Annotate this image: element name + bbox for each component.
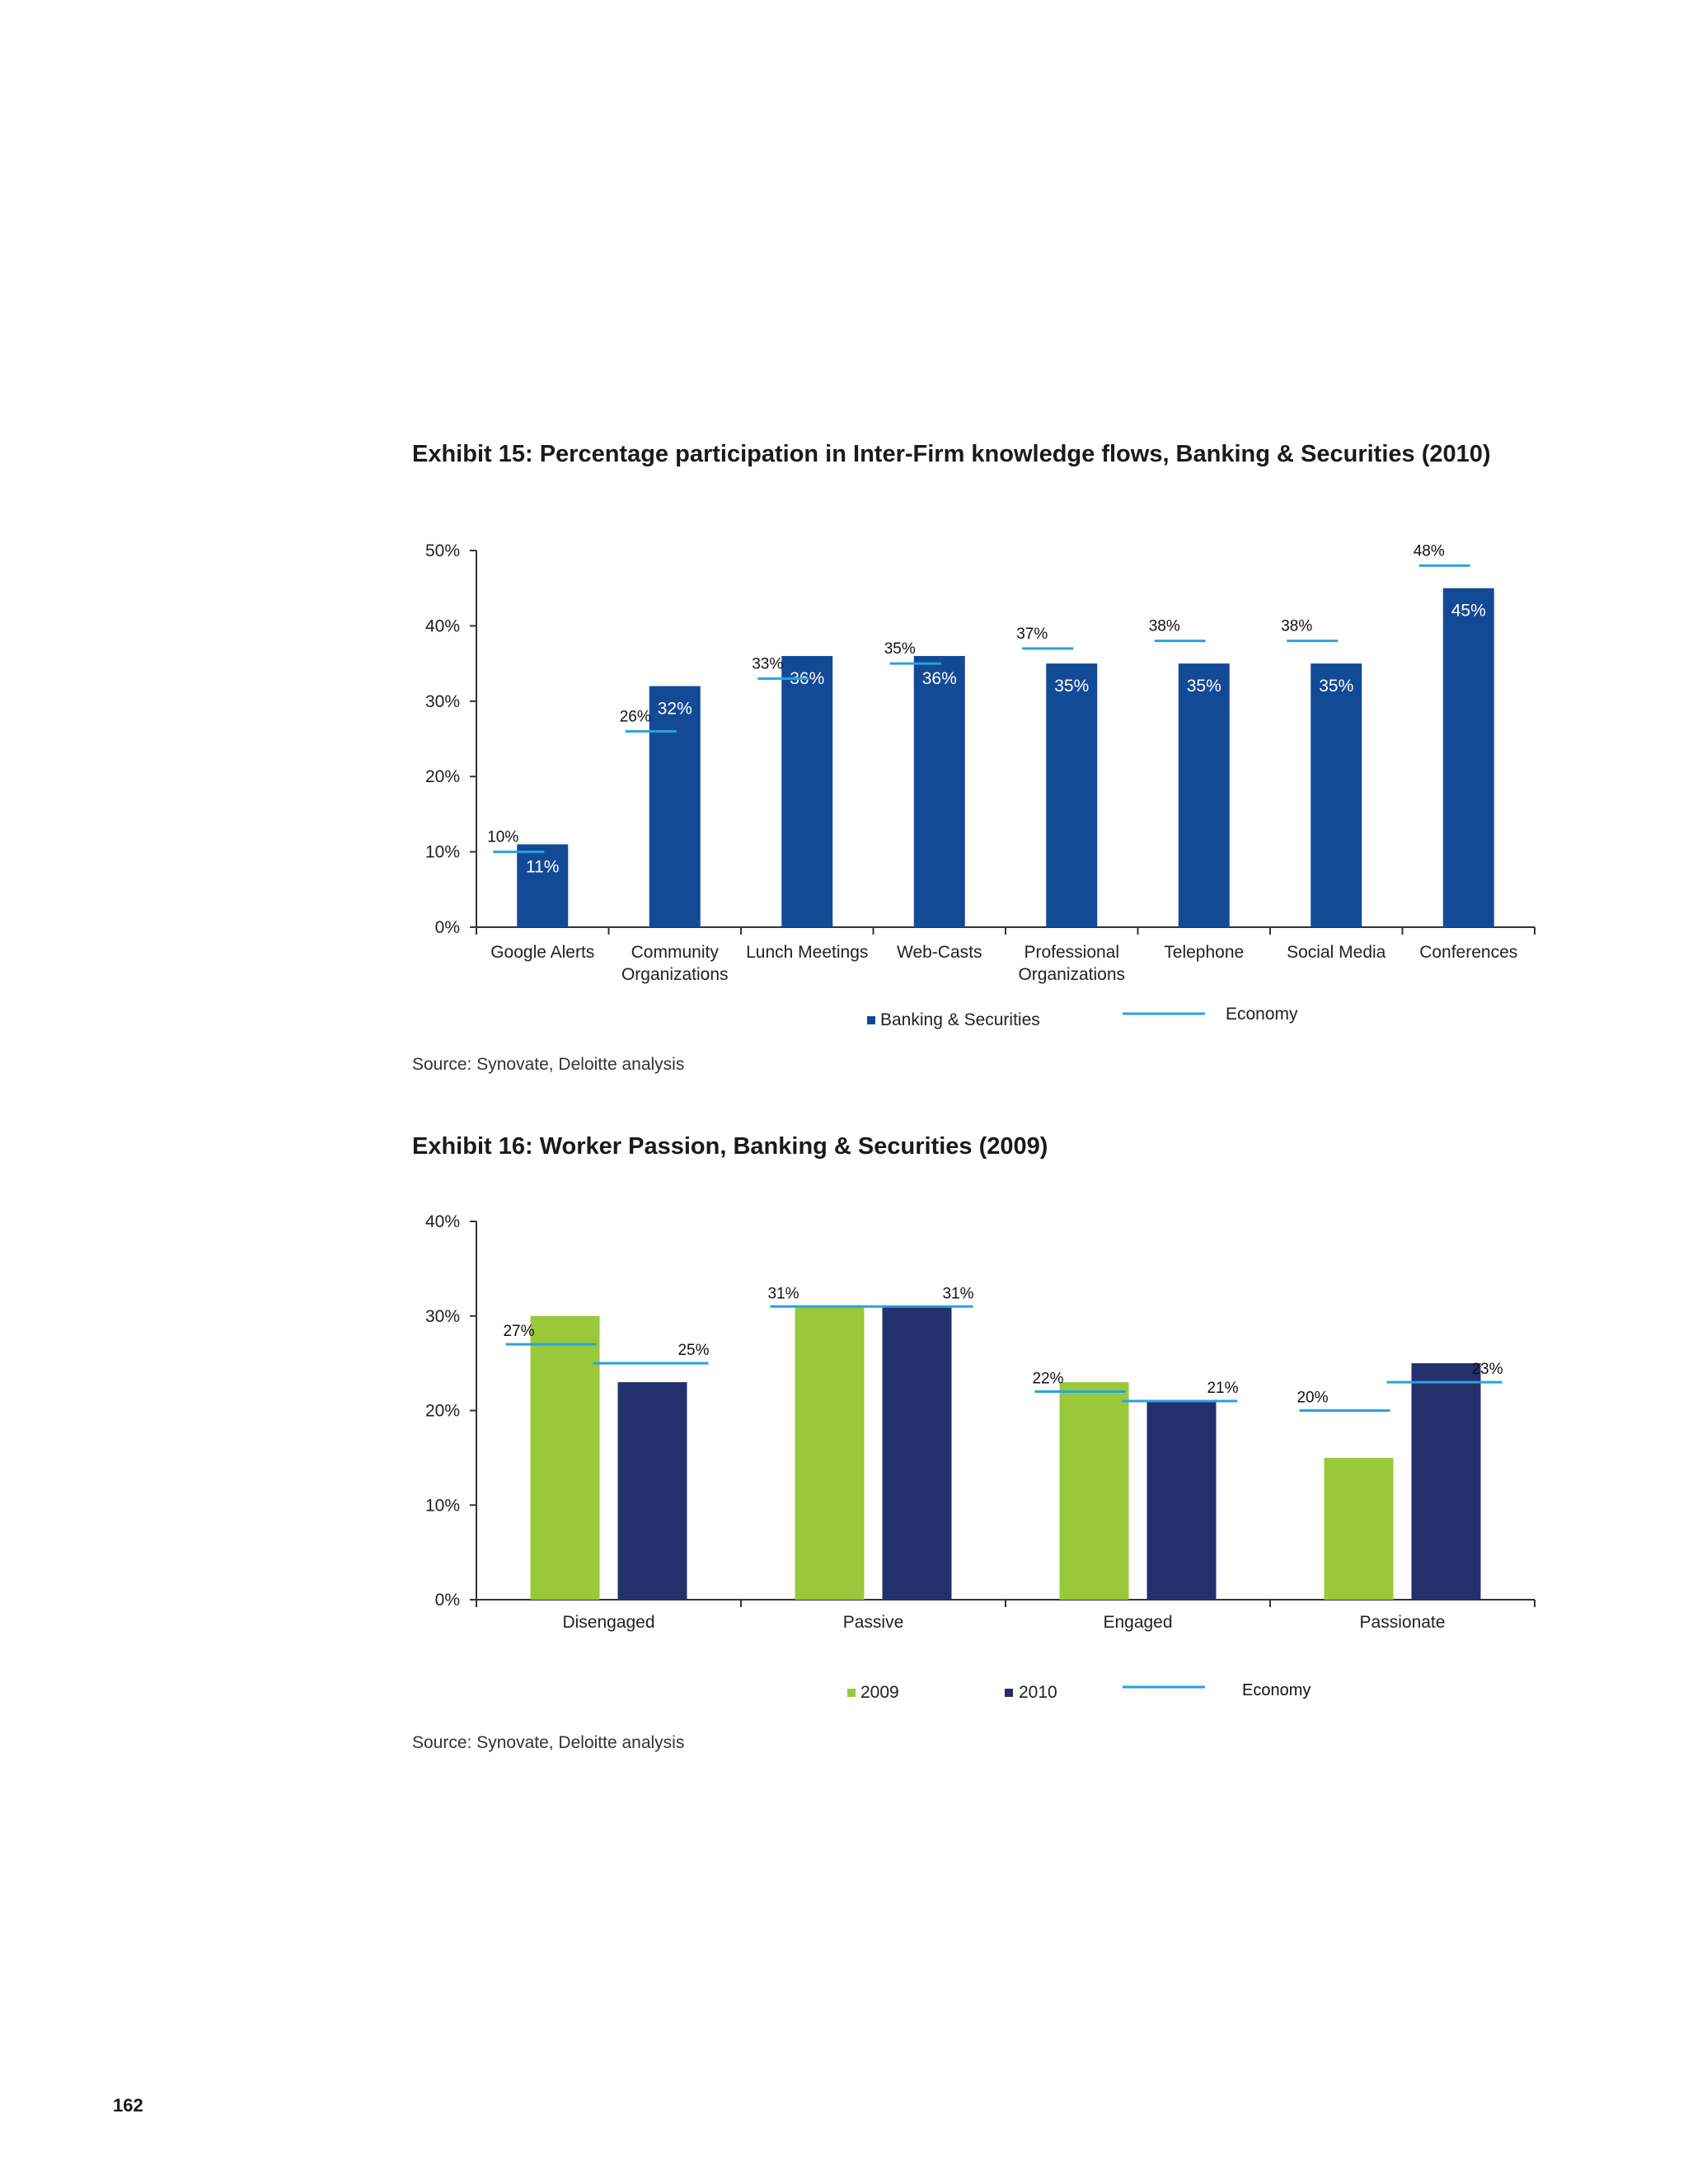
economy-label-2010: 31% [942, 1285, 973, 1302]
economy-label-2009: 20% [1296, 1390, 1328, 1407]
legend-label-economy: Economy [1226, 1005, 1298, 1024]
bar-banking-securities [781, 655, 833, 927]
x-tick-label: Social Media [1287, 943, 1386, 962]
bar-banking-securities [1442, 588, 1494, 927]
x-tick-label: Lunch Meetings [746, 943, 868, 962]
economy-value-label: 10% [487, 829, 518, 846]
legend-label-economy: Economy [1242, 1681, 1311, 1699]
bar-2009 [530, 1315, 600, 1600]
legend-swatch-2010 [1005, 1689, 1013, 1697]
x-tick-label: Professional [1024, 943, 1119, 962]
economy-value-label: 48% [1414, 542, 1445, 560]
legend-label-banking: Banking & Securities [880, 1010, 1040, 1029]
exhibit-15-title: Exhibit 15: Percentage participation in … [412, 441, 1491, 467]
y-tick-label: 20% [425, 767, 460, 786]
bar-banking-securities [1046, 663, 1098, 927]
y-tick-label: 10% [425, 1496, 460, 1515]
bar-2010 [1146, 1401, 1217, 1600]
economy-label-2010: 25% [678, 1342, 709, 1359]
x-tick-label: Telephone [1164, 943, 1244, 962]
bar-2009 [1324, 1457, 1394, 1600]
x-tick-label: Organizations [1018, 965, 1125, 984]
y-tick-label: 0% [435, 1591, 460, 1610]
economy-value-label: 38% [1281, 618, 1312, 635]
exhibit-16-source: Source: Synovate, Deloitte analysis [412, 1733, 685, 1752]
exhibit-16-title: Exhibit 16: Worker Passion, Banking & Se… [412, 1133, 1048, 1160]
y-tick-label: 40% [425, 616, 460, 635]
x-tick-label: Disengaged [562, 1613, 654, 1632]
economy-label-2009: 31% [767, 1285, 799, 1302]
legend-label-2009: 2009 [860, 1683, 899, 1702]
y-tick-label: 40% [425, 1212, 460, 1231]
y-tick-label: 20% [425, 1402, 460, 1421]
economy-value-label: 38% [1149, 618, 1180, 635]
economy-label-2009: 27% [503, 1323, 534, 1340]
bar-2010 [1411, 1363, 1481, 1600]
x-tick-label: Google Alerts [490, 943, 594, 962]
bar-value-label: 11% [526, 857, 559, 876]
page-number: 162 [113, 2095, 143, 2116]
x-tick-label: Conferences [1419, 943, 1517, 962]
economy-value-label: 33% [752, 655, 783, 673]
x-tick-label: Community [631, 943, 720, 962]
economy-label-2010: 21% [1207, 1380, 1238, 1397]
bar-banking-securities [517, 844, 569, 927]
economy-label-2009: 22% [1032, 1371, 1063, 1388]
x-tick-label: Passive [843, 1613, 904, 1632]
x-tick-label: Passionate [1360, 1613, 1446, 1632]
bar-value-label: 32% [658, 700, 692, 719]
bar-2009 [1059, 1382, 1129, 1600]
legend-swatch-2009 [847, 1689, 856, 1697]
bar-2010 [882, 1306, 952, 1600]
x-tick-label: Organizations [621, 965, 729, 984]
y-tick-label: 0% [435, 918, 460, 937]
bar-value-label: 35% [1054, 677, 1089, 696]
y-tick-label: 30% [425, 692, 460, 711]
y-tick-label: 10% [425, 843, 460, 862]
exhibit-15-chart: 0% 10% 20% 30% 40% 50% 11% 10% Google Alerts 32% 2… [425, 541, 1536, 1029]
bar-value-label: 35% [1187, 677, 1221, 696]
bar-value-label: 35% [1319, 677, 1353, 696]
bar-2009 [795, 1306, 865, 1600]
bar-banking-securities [913, 655, 965, 927]
bar-banking-securities [1178, 663, 1230, 927]
economy-value-label: 26% [620, 708, 651, 725]
economy-value-label: 37% [1016, 626, 1048, 643]
x-tick-label: Engaged [1103, 1613, 1172, 1632]
legend-label-2010: 2010 [1019, 1683, 1057, 1702]
y-tick-label: 30% [425, 1307, 460, 1326]
bar-2010 [617, 1382, 687, 1600]
exhibit-15-source: Source: Synovate, Deloitte analysis [412, 1055, 685, 1074]
bar-banking-securities [649, 686, 701, 927]
legend-swatch-banking [867, 1016, 875, 1024]
economy-value-label: 35% [884, 640, 916, 658]
bar-value-label: 45% [1451, 602, 1486, 621]
bar-banking-securities [1311, 663, 1362, 927]
economy-label-2010: 23% [1471, 1361, 1503, 1378]
exhibit-16-chart: 0% 10% 20% 30% 40% 27% 25% Disengaged 31% 31% Pass… [425, 1212, 1536, 1702]
x-tick-label: Web-Casts [897, 943, 982, 962]
y-tick-label: 50% [425, 541, 460, 560]
bar-value-label: 36% [922, 669, 957, 688]
